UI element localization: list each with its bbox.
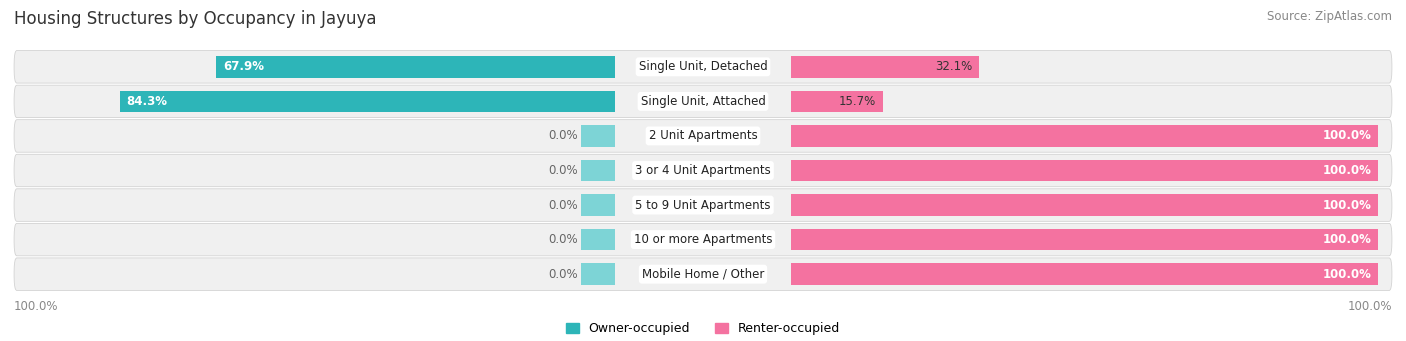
Text: 100.0%: 100.0% xyxy=(1323,233,1372,246)
Text: 67.9%: 67.9% xyxy=(224,60,264,73)
Bar xyxy=(217,56,616,77)
Text: Single Unit, Detached: Single Unit, Detached xyxy=(638,60,768,73)
Text: 3 or 4 Unit Apartments: 3 or 4 Unit Apartments xyxy=(636,164,770,177)
Bar xyxy=(790,194,1378,216)
Bar xyxy=(790,56,980,77)
Text: Single Unit, Attached: Single Unit, Attached xyxy=(641,95,765,108)
Text: 32.1%: 32.1% xyxy=(935,60,973,73)
Text: 0.0%: 0.0% xyxy=(548,130,578,143)
FancyBboxPatch shape xyxy=(14,154,1392,187)
Text: Source: ZipAtlas.com: Source: ZipAtlas.com xyxy=(1267,10,1392,23)
Text: 100.0%: 100.0% xyxy=(1323,130,1372,143)
Text: 100.0%: 100.0% xyxy=(1347,300,1392,313)
FancyBboxPatch shape xyxy=(14,120,1392,152)
Text: 5 to 9 Unit Apartments: 5 to 9 Unit Apartments xyxy=(636,198,770,211)
FancyBboxPatch shape xyxy=(14,258,1392,291)
Bar xyxy=(790,125,1378,147)
FancyBboxPatch shape xyxy=(14,85,1392,118)
FancyBboxPatch shape xyxy=(14,50,1392,83)
Text: Housing Structures by Occupancy in Jayuya: Housing Structures by Occupancy in Jayuy… xyxy=(14,10,377,28)
Bar xyxy=(790,160,1378,181)
Text: 0.0%: 0.0% xyxy=(548,233,578,246)
Text: 100.0%: 100.0% xyxy=(1323,164,1372,177)
Text: 10 or more Apartments: 10 or more Apartments xyxy=(634,233,772,246)
Text: Mobile Home / Other: Mobile Home / Other xyxy=(641,268,765,281)
Text: 100.0%: 100.0% xyxy=(14,300,59,313)
FancyBboxPatch shape xyxy=(14,223,1392,256)
Bar xyxy=(120,91,616,112)
Text: 0.0%: 0.0% xyxy=(548,198,578,211)
Bar xyxy=(582,264,616,285)
Bar xyxy=(582,229,616,250)
FancyBboxPatch shape xyxy=(14,189,1392,221)
Legend: Owner-occupied, Renter-occupied: Owner-occupied, Renter-occupied xyxy=(561,317,845,340)
Bar xyxy=(582,160,616,181)
Bar xyxy=(582,125,616,147)
Text: 0.0%: 0.0% xyxy=(548,268,578,281)
Text: 100.0%: 100.0% xyxy=(1323,198,1372,211)
Text: 84.3%: 84.3% xyxy=(127,95,167,108)
Bar xyxy=(790,91,883,112)
Bar xyxy=(790,229,1378,250)
Bar xyxy=(790,264,1378,285)
Bar xyxy=(582,194,616,216)
Text: 2 Unit Apartments: 2 Unit Apartments xyxy=(648,130,758,143)
Text: 0.0%: 0.0% xyxy=(548,164,578,177)
Text: 15.7%: 15.7% xyxy=(839,95,876,108)
Text: 100.0%: 100.0% xyxy=(1323,268,1372,281)
